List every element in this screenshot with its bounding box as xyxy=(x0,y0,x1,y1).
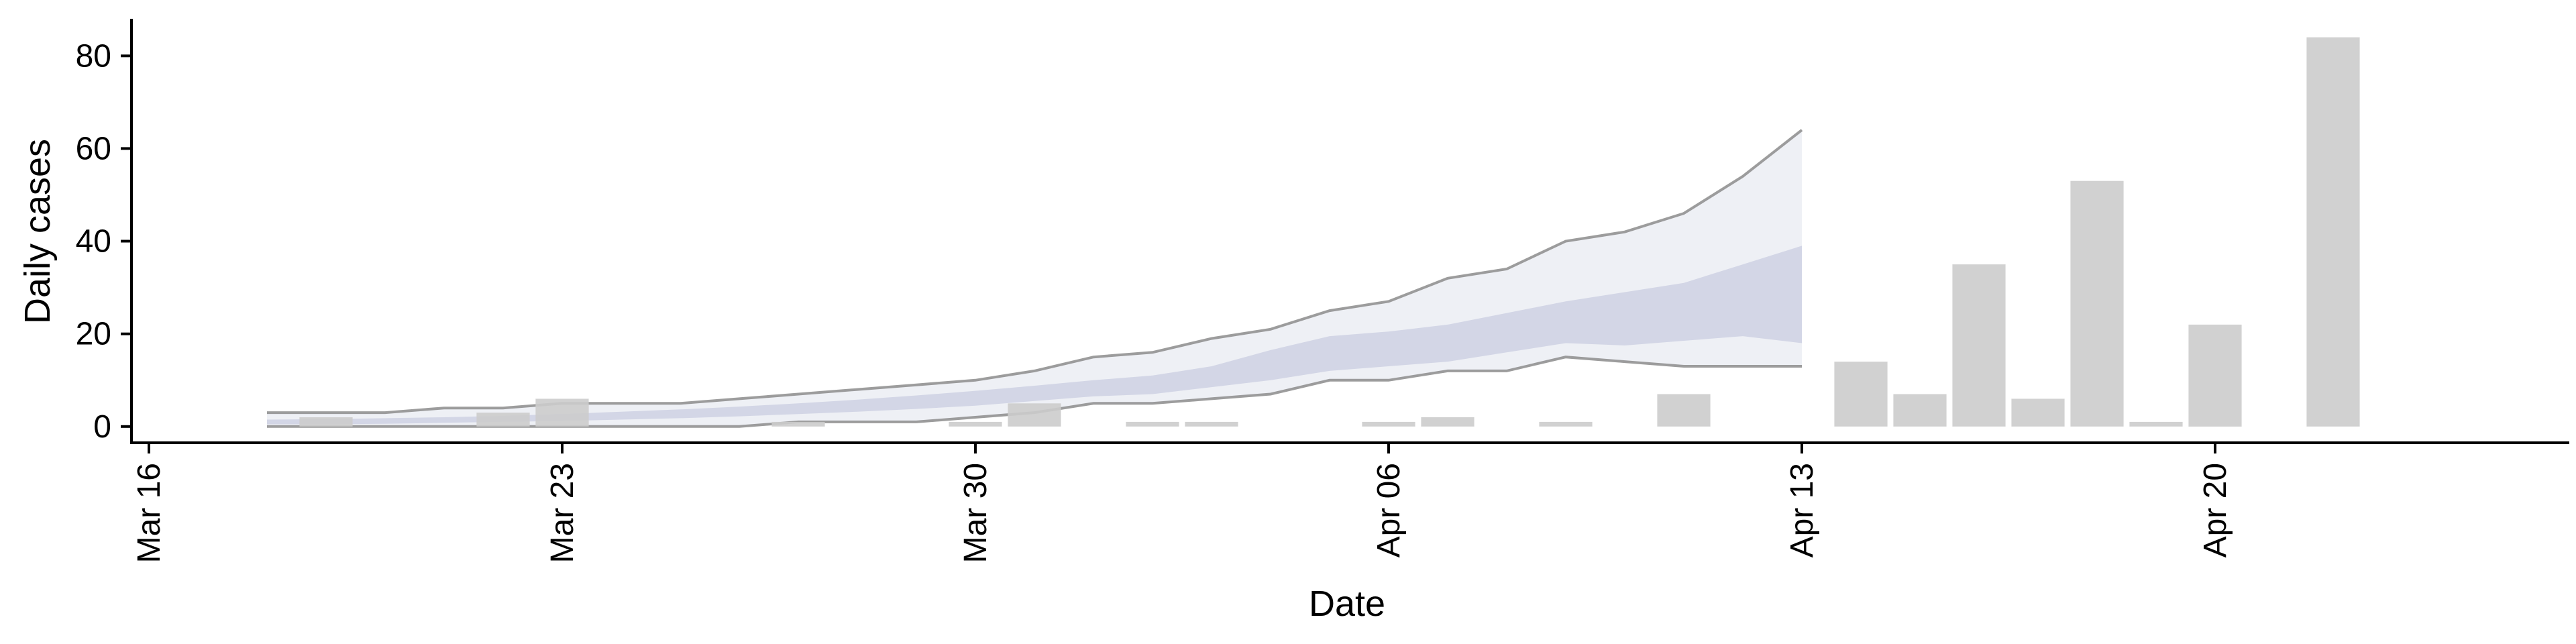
bar-2020-04-07 xyxy=(1421,417,1474,427)
bar-2020-03-23 xyxy=(535,398,589,427)
x-tick-label: Apr 13 xyxy=(1784,463,1820,557)
band-upper-line xyxy=(267,129,1803,415)
y-tick-label: 20 xyxy=(76,317,111,352)
bar-2020-03-31 xyxy=(1008,403,1061,427)
x-tick-label: Mar 23 xyxy=(545,463,580,563)
bar-2020-04-20 xyxy=(2188,324,2242,427)
bar-2020-04-18 xyxy=(2070,180,2124,427)
bar-2020-04-11 xyxy=(1657,394,1711,427)
bar-2020-03-19 xyxy=(299,417,353,427)
bar-2020-04-09 xyxy=(1539,421,1593,427)
x-tick-label: Mar 30 xyxy=(958,463,994,563)
axes xyxy=(130,19,2569,444)
bar-2020-03-30 xyxy=(949,421,1002,427)
bar-2020-04-02 xyxy=(1126,421,1179,427)
bars xyxy=(299,37,2360,427)
bar-2020-04-03 xyxy=(1185,421,1238,427)
x-tick-label: Mar 16 xyxy=(131,463,167,563)
band-outer xyxy=(267,129,1802,427)
y-tick-label: 60 xyxy=(76,131,111,166)
bar-2020-03-22 xyxy=(476,413,530,427)
bar-2020-03-27 xyxy=(771,421,825,427)
y-tick-label: 40 xyxy=(76,224,111,260)
band-inner xyxy=(267,246,1802,425)
x-tick-label: Apr 06 xyxy=(1371,463,1407,557)
bar-2020-04-17 xyxy=(2011,398,2065,427)
ticks: 0 20 40 60 80 Mar 16 Mar 23 Mar 30 Apr 06 Apr 13 A… xyxy=(76,38,2233,563)
x-tick-label: Apr 20 xyxy=(2198,463,2233,557)
bar-2020-04-15 xyxy=(1893,394,1947,427)
bar-2020-04-19 xyxy=(2129,421,2183,427)
bar-2020-04-16 xyxy=(1952,264,2006,427)
y-tick-label: 80 xyxy=(76,38,111,74)
bar-2020-04-14 xyxy=(1834,362,1888,427)
y-axis-title: Daily cases xyxy=(17,139,58,324)
forecast-bands xyxy=(267,129,1803,428)
bar-2020-04-06 xyxy=(1362,421,1415,427)
bar-2020-04-22 xyxy=(2306,37,2360,427)
x-axis-title: Date xyxy=(1309,584,1385,624)
y-tick-label: 0 xyxy=(93,409,111,445)
